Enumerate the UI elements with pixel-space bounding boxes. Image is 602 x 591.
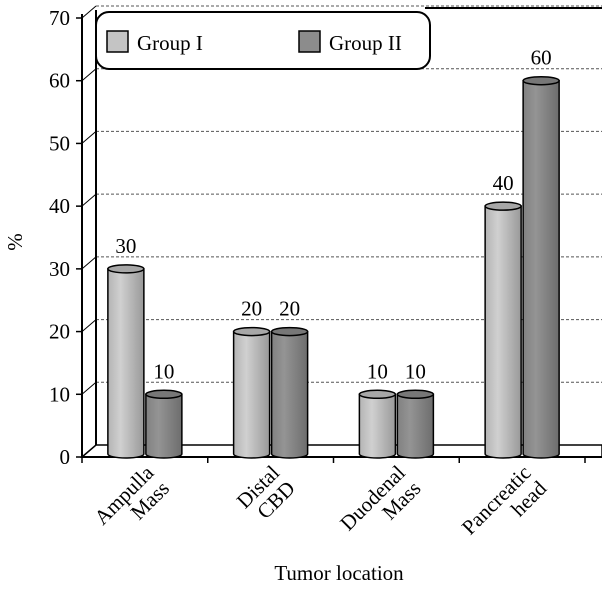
data-label: 40: [493, 171, 514, 195]
legend-label: Group II: [329, 31, 402, 55]
bar-top: [145, 389, 183, 400]
bar-top: [270, 326, 309, 337]
gridline-depth: [81, 193, 97, 207]
bar: [358, 389, 397, 459]
bar: [484, 201, 522, 459]
bar-top: [232, 326, 271, 337]
bar: [270, 326, 309, 459]
x-tick-label: Pancreatichead: [457, 460, 552, 555]
y-axis-label: %: [3, 233, 27, 251]
y-tick-label: 0: [60, 445, 71, 469]
bar-body: [484, 205, 522, 459]
bars: 30 10 20 20 10 10 40 60: [107, 46, 560, 459]
bar-top: [358, 389, 397, 400]
gridline-depth: [81, 68, 97, 82]
legend: Group I Group II: [95, 11, 431, 70]
x-axis-label: Tumor location: [274, 561, 404, 585]
bar-top: [396, 389, 435, 400]
gridline-depth: [81, 381, 97, 395]
data-label: 60: [531, 46, 552, 70]
gridline-depth: [81, 5, 97, 19]
x-tick-label: DistalCBD: [232, 460, 300, 528]
bar: [107, 264, 145, 459]
bar-body: [396, 393, 435, 459]
x-tick-labels: AmpullaMass DistalCBD DuodenalMass Pancreat…: [89, 460, 552, 555]
bar: [522, 75, 560, 459]
bar-top: [107, 264, 145, 274]
bar-top: [484, 201, 522, 211]
y-tick-label: 40: [49, 194, 70, 218]
legend-box: [95, 11, 431, 70]
bar-top: [522, 75, 560, 86]
bar-body: [358, 393, 397, 459]
data-label: 30: [115, 234, 136, 258]
bar-body: [522, 79, 560, 459]
legend-swatch: [298, 30, 321, 53]
bar-body: [107, 268, 145, 459]
data-label: 20: [279, 297, 300, 321]
data-label: 10: [153, 359, 174, 383]
bar-body: [232, 330, 271, 459]
y-tick-labels: 0 10 20 30 40 50 60 70: [49, 6, 70, 469]
x-tick-label: DuodenalMass: [335, 460, 425, 550]
y-tick-label: 20: [49, 320, 70, 344]
gridline-depth: [81, 256, 97, 270]
bar: [396, 389, 435, 459]
axes: [76, 7, 602, 463]
legend-swatch: [106, 30, 129, 53]
y-tick-label: 60: [49, 69, 70, 93]
bar: [232, 326, 271, 459]
gridline-depth: [81, 319, 97, 332]
bar: [145, 389, 183, 459]
x-tick-label: AmpullaMass: [89, 460, 174, 545]
y-tick-label: 30: [49, 257, 70, 281]
data-label: 10: [367, 359, 388, 383]
y-tick-label: 70: [49, 6, 70, 30]
bar-body: [270, 330, 309, 459]
legend-label: Group I: [137, 31, 203, 55]
data-label: 20: [241, 297, 262, 321]
data-label: 10: [405, 359, 426, 383]
gridline-depth: [81, 131, 97, 144]
y-tick-label: 10: [49, 382, 70, 406]
y-tick-label: 50: [49, 131, 70, 155]
bar-body: [145, 393, 183, 459]
